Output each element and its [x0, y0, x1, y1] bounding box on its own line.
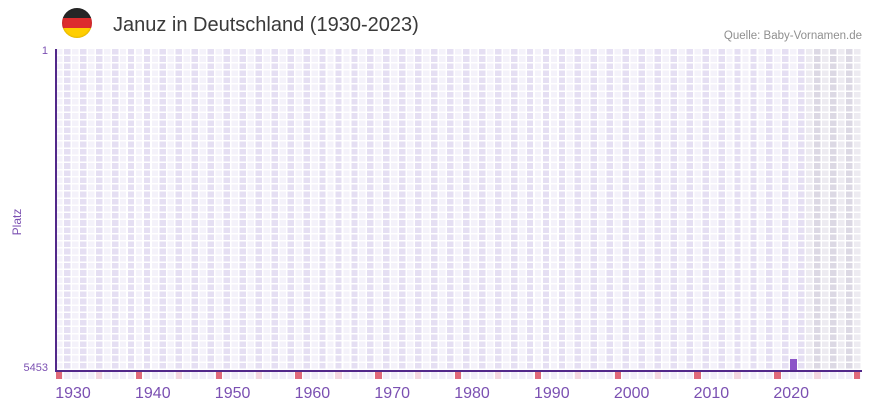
x-tick-label: 1940 — [135, 385, 171, 402]
decade-marker-cell — [694, 371, 701, 379]
mid-decade-marker-cell — [95, 371, 103, 379]
decade-marker-cell — [534, 371, 542, 379]
decade-marker-cell — [854, 371, 861, 379]
x-tick-label: 2010 — [693, 385, 730, 402]
x-tick-label: 1960 — [294, 385, 331, 402]
x-tick-label: 1990 — [534, 385, 570, 402]
mid-decade-marker-cell — [255, 371, 262, 379]
y-tick-best-rank: 1 — [41, 45, 48, 57]
y-axis-line — [55, 49, 57, 370]
mid-decade-marker-cell — [415, 371, 422, 379]
decade-marker-cell — [215, 371, 222, 379]
plot-area — [56, 49, 862, 370]
x-tick-label: 2020 — [773, 385, 809, 402]
grid-future-years-zone — [806, 49, 862, 370]
x-axis-marker-row — [56, 371, 862, 379]
y-tick-worst-rank: 5453 — [23, 362, 48, 374]
grid-data-years-zone — [56, 49, 806, 370]
x-tick-label: 2000 — [613, 385, 650, 402]
x-tick-label: 1980 — [454, 385, 490, 402]
chart-title: Januz in Deutschland (1930-2023) — [113, 14, 419, 36]
decade-marker-cell — [455, 371, 462, 379]
mid-decade-marker-cell — [574, 371, 582, 379]
x-tick-label: 1930 — [55, 385, 91, 402]
decade-marker-cell — [135, 371, 143, 379]
decade-marker-cell — [56, 371, 63, 379]
mid-decade-marker-cell — [494, 371, 502, 379]
mid-decade-marker-cell — [814, 371, 821, 379]
rank-bar[interactable] — [790, 359, 797, 370]
decade-marker-cell — [375, 371, 382, 379]
decade-marker-cell — [774, 371, 781, 379]
x-tick-label: 1950 — [214, 385, 251, 402]
decade-marker-cell — [295, 371, 302, 379]
mid-decade-marker-cell — [175, 371, 183, 379]
mid-decade-marker-cell — [734, 371, 741, 379]
y-axis-title: Platz — [10, 208, 24, 236]
decade-marker-cell — [614, 371, 621, 379]
source-attribution: Quelle: Baby-Vornamen.de — [723, 30, 862, 42]
mid-decade-marker-cell — [654, 371, 661, 379]
x-axis-line — [54, 369, 862, 372]
german-flag-icon — [62, 8, 92, 38]
mid-decade-marker-cell — [335, 371, 342, 379]
x-axis-labels: 1930 1940 1950 1960 1970 1980 1990 2000 2010 2020 — [0, 385, 873, 407]
x-tick-label: 1970 — [374, 385, 410, 402]
